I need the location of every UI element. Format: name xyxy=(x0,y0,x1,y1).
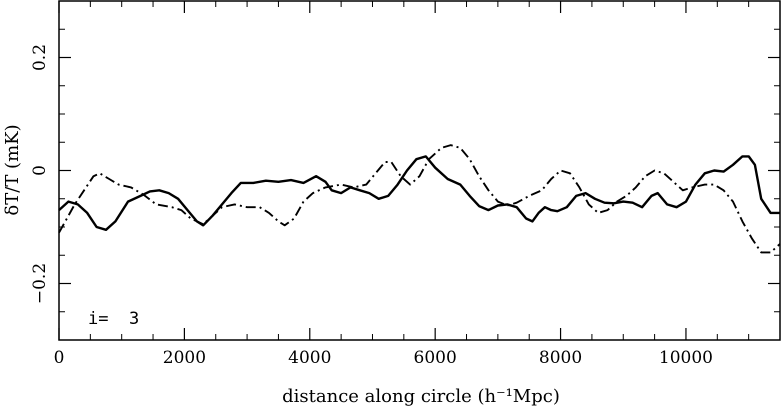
plot-frame xyxy=(58,0,781,341)
series-line-solid xyxy=(58,155,780,231)
x-tick-label: 4000 xyxy=(288,348,331,368)
y-tick-label: −0.2 xyxy=(30,263,50,304)
x-tick-label: 6000 xyxy=(414,348,457,368)
annotation-label: i= 3 xyxy=(88,309,139,329)
x-axis-title: distance along circle (h⁻¹Mpc) xyxy=(282,386,560,407)
series-line-dashdot xyxy=(58,144,781,254)
y-tick-label: 0 xyxy=(30,165,50,176)
tick-marks xyxy=(58,0,781,341)
x-tick-label: 0 xyxy=(54,348,65,368)
y-axis-title: δT/T (mK) xyxy=(2,124,23,215)
x-tick-label: 10000 xyxy=(659,348,713,368)
x-tick-label: 8000 xyxy=(539,348,582,368)
series-group xyxy=(58,144,781,254)
y-tick-label: 0.2 xyxy=(30,44,50,71)
y-tick-labels: −0.2 0 0.2 xyxy=(30,44,50,304)
x-tick-labels: 0 2000 4000 6000 8000 10000 xyxy=(54,348,713,368)
x-tick-label: 2000 xyxy=(163,348,206,368)
